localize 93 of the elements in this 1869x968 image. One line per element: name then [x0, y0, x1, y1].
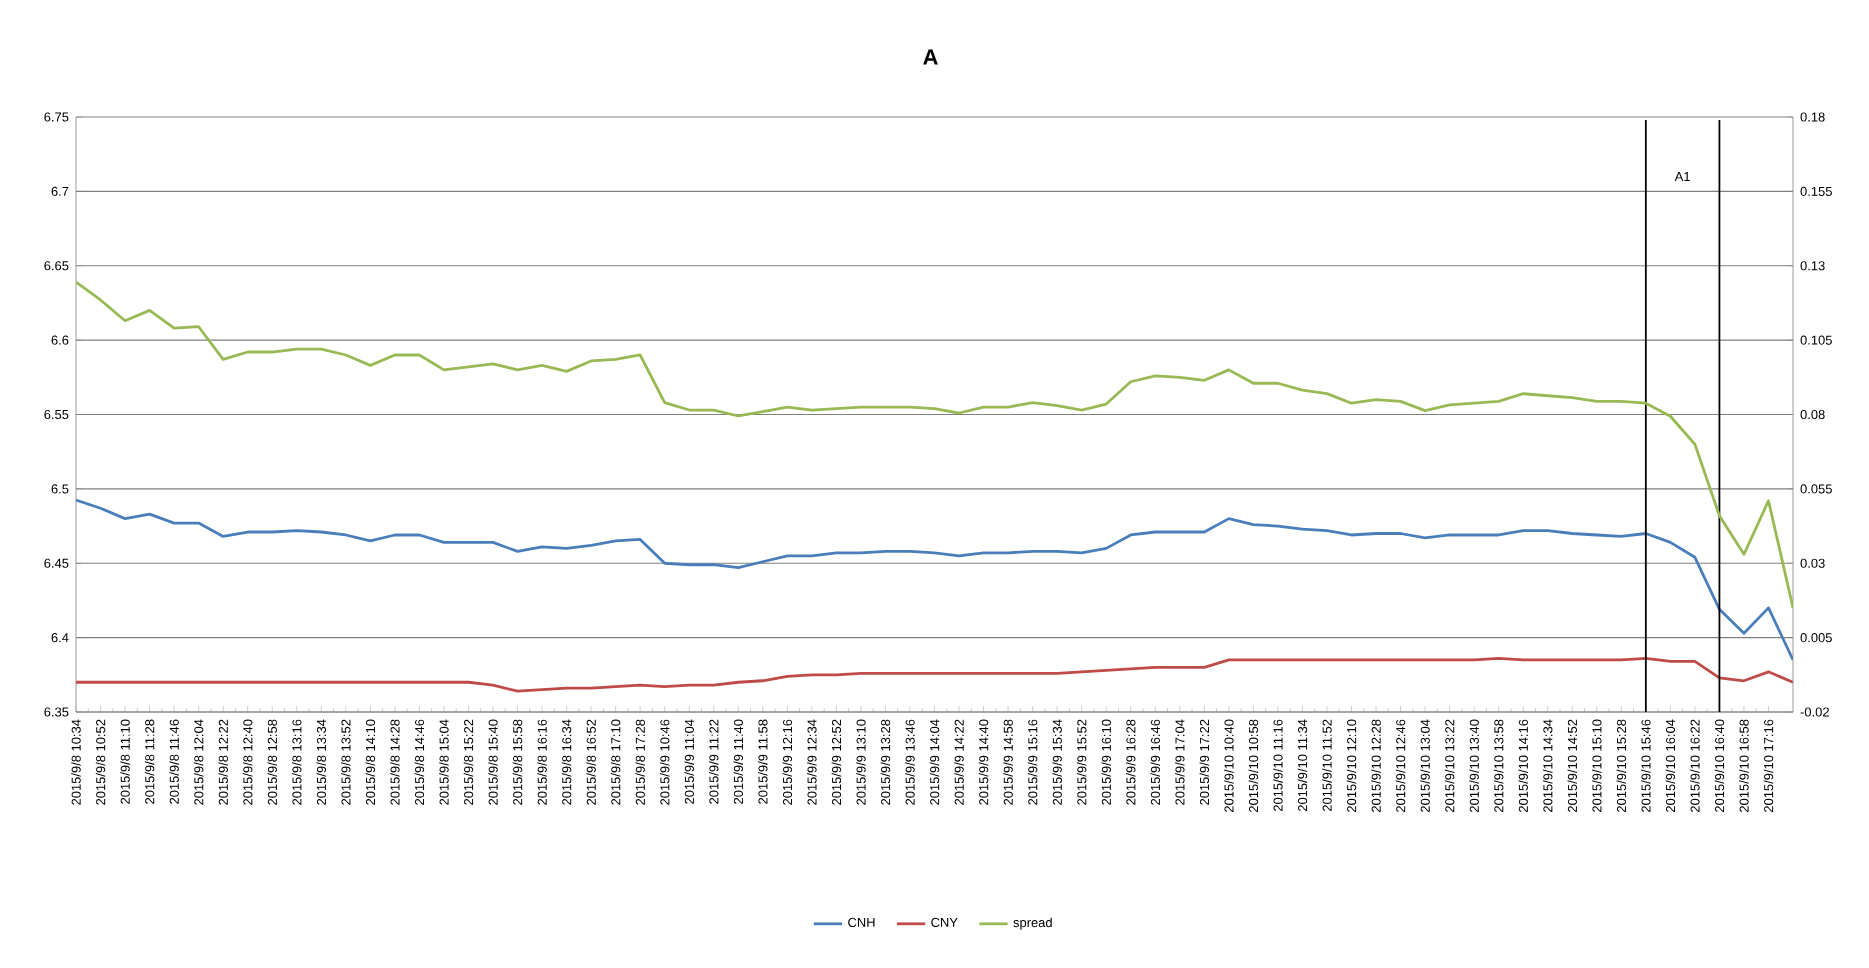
x-tick-label: 2015/9/9 11:58 — [758, 719, 768, 804]
x-tick-label: 2015/9/9 14:58 — [1003, 719, 1013, 805]
x-tick-label: 2015/9/10 14:34 — [1542, 719, 1553, 813]
x-tick-label: 2015/9/9 12:34 — [807, 719, 817, 805]
x-tick-label: 2015/9/8 13:52 — [341, 719, 351, 805]
x-tick-label: 2015/9/10 12:10 — [1346, 719, 1357, 813]
x-tick-label: 2015/9/10 15:46 — [1641, 719, 1651, 813]
x-tick-label: 2015/9/9 12:16 — [782, 719, 793, 805]
y-tick-label: 6.65 — [44, 261, 69, 271]
x-tick-label: 2015/9/10 14:16 — [1518, 719, 1528, 813]
x-tick-label: 2015/9/9 11:22 — [709, 719, 719, 804]
x-tick-label: 2015/9/8 15:22 — [463, 719, 474, 805]
x-tick-label: 2015/9/8 15:58 — [512, 719, 523, 805]
x-tick-label: 2015/9/8 17:10 — [610, 719, 621, 805]
x-tick-label: 2015/9/9 15:34 — [1052, 719, 1062, 805]
y-tick-label: 6.5 — [51, 484, 69, 494]
x-tick-label: 2015/9/9 14:40 — [978, 719, 989, 805]
x-tick-label: 2015/9/9 16:46 — [1150, 719, 1161, 805]
x-tick-label: 2015/9/10 12:46 — [1395, 719, 1406, 813]
y-tick-label: 6.75 — [44, 112, 69, 122]
y2-tick-label: 0.055 — [1800, 484, 1832, 494]
x-tick-label: 2015/9/8 10:52 — [95, 719, 106, 805]
x-tick-label: 2015/9/9 13:28 — [880, 719, 891, 805]
x-tick-label: 2015/9/9 11:40 — [733, 719, 744, 804]
y2-tick-label: 0.08 — [1800, 409, 1825, 420]
x-tick-label: 2015/9/10 13:58 — [1493, 719, 1504, 813]
x-tick-label: 2015/9/9 14:04 — [929, 719, 940, 805]
annotation: A1 — [1674, 172, 1690, 181]
y-tick-label: 6.4 — [51, 633, 69, 643]
x-tick-label: 2015/9/8 16:16 — [537, 719, 547, 805]
x-tick-label: 2015/9/8 13:16 — [292, 719, 302, 805]
x-tick-label: 2015/9/10 10:40 — [1224, 719, 1234, 813]
x-tick-label: 2015/9/8 15:40 — [488, 719, 498, 805]
x-tick-label: 2015/9/8 11:46 — [169, 719, 179, 804]
x-tick-label: 2015/9/10 11:34 — [1297, 719, 1308, 812]
x-tick-label: 2015/9/9 15:16 — [1027, 719, 1038, 805]
y-tick-label: 6.55 — [44, 409, 69, 420]
y2-tick-label: -0.02 — [1800, 707, 1829, 717]
y-tick-label: 6.6 — [51, 335, 69, 345]
y-tick-label: 6.35 — [44, 707, 69, 717]
x-tick-label: 2015/9/8 16:52 — [586, 719, 596, 805]
x-tick-label: 2015/9/9 15:52 — [1076, 719, 1087, 805]
x-tick-label: 2015/9/8 16:34 — [561, 719, 572, 805]
x-tick-label: 2015/9/8 13:34 — [316, 719, 327, 805]
chart-title: A — [923, 49, 938, 65]
x-tick-label: 2015/9/10 11:52 — [1322, 719, 1332, 812]
y2-tick-label: 0.13 — [1800, 261, 1825, 271]
x-tick-label: 2015/9/9 10:46 — [659, 719, 670, 805]
legend-label: spread — [1013, 917, 1052, 930]
x-tick-label: 2015/9/8 14:46 — [414, 719, 425, 805]
x-tick-label: 2015/9/8 11:10 — [120, 719, 130, 804]
y2-tick-label: 0.18 — [1800, 112, 1825, 122]
x-tick-label: 2015/9/8 11:28 — [144, 719, 155, 804]
x-tick-label: 2015/9/9 11:04 — [684, 719, 694, 804]
x-tick-label: 2015/9/10 10:58 — [1248, 719, 1259, 813]
x-tick-label: 2015/9/8 15:04 — [439, 719, 449, 805]
x-tick-label: 2015/9/8 17:28 — [635, 719, 645, 805]
x-tick-label: 2015/9/10 16:04 — [1665, 719, 1676, 813]
x-tick-label: 2015/9/8 12:04 — [193, 719, 204, 805]
x-tick-label: 2015/9/8 14:10 — [365, 719, 376, 805]
x-tick-label: 2015/9/10 16:58 — [1739, 719, 1749, 813]
x-tick-label: 2015/9/10 16:22 — [1690, 719, 1700, 813]
x-tick-label: 2015/9/10 15:28 — [1616, 719, 1627, 813]
x-tick-label: 2015/9/9 17:22 — [1199, 719, 1210, 805]
x-tick-label: 2015/9/10 17:16 — [1763, 719, 1774, 813]
x-tick-label: 2015/9/9 14:22 — [954, 719, 964, 805]
x-tick-label: 2015/9/10 13:22 — [1444, 719, 1455, 813]
x-tick-label: 2015/9/9 13:46 — [905, 719, 915, 805]
x-tick-label: 2015/9/9 16:10 — [1101, 719, 1111, 805]
legend-label: CNH — [848, 917, 875, 927]
x-tick-label: 2015/9/10 16:40 — [1714, 719, 1725, 813]
x-tick-label: 2015/9/8 10:34 — [71, 719, 81, 805]
x-tick-label: 2015/9/8 12:22 — [218, 719, 228, 805]
x-tick-label: 2015/9/10 15:10 — [1592, 719, 1602, 813]
x-tick-label: 2015/9/8 14:28 — [390, 719, 400, 805]
x-tick-label: 2015/9/8 12:58 — [267, 719, 277, 805]
y2-tick-label: 0.155 — [1800, 186, 1832, 196]
y2-tick-label: 0.005 — [1800, 633, 1832, 643]
x-tick-label: 2015/9/9 17:04 — [1175, 719, 1185, 805]
x-tick-label: 2015/9/9 13:10 — [856, 719, 866, 805]
x-tick-label: 2015/9/10 11:16 — [1273, 719, 1283, 812]
x-tick-label: 2015/9/8 12:40 — [242, 719, 253, 805]
y-tick-label: 6.7 — [51, 186, 69, 196]
x-tick-label: 2015/9/9 12:52 — [831, 719, 842, 805]
x-tick-label: 2015/9/10 13:40 — [1469, 719, 1479, 813]
y2-tick-label: 0.105 — [1800, 335, 1832, 345]
y2-tick-label: 0.03 — [1800, 558, 1825, 568]
y-tick-label: 6.45 — [44, 558, 69, 568]
x-tick-label: 2015/9/9 16:28 — [1125, 719, 1136, 805]
x-tick-label: 2015/9/10 14:52 — [1567, 719, 1578, 813]
legend-label: CNY — [931, 917, 958, 927]
x-tick-label: 2015/9/10 12:28 — [1371, 719, 1381, 813]
x-tick-label: 2015/9/10 13:04 — [1420, 719, 1430, 813]
